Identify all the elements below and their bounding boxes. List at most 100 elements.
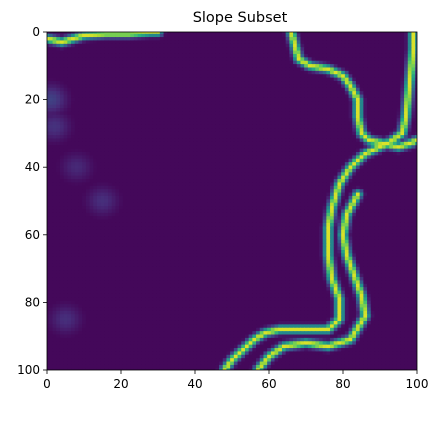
heatmap-cell [415, 145, 417, 150]
heatmap-cell [330, 84, 335, 89]
heatmap-cell [63, 53, 68, 58]
heatmap-cell [233, 111, 239, 116]
heatmap-cell [267, 50, 272, 55]
heatmap-cell [326, 81, 331, 85]
heatmap-cell [348, 155, 353, 160]
heatmap-cell [381, 67, 387, 72]
heatmap-cell [104, 151, 109, 156]
heatmap-cell [163, 192, 168, 197]
heatmap-cell [152, 172, 157, 177]
heatmap-cell [96, 114, 102, 119]
heatmap-cell [56, 40, 61, 45]
heatmap-cell [67, 114, 72, 119]
heatmap-cell [392, 67, 398, 72]
heatmap-cell [148, 77, 154, 82]
heatmap-cell [63, 124, 68, 129]
heatmap-cell [71, 179, 76, 184]
heatmap-cell [85, 57, 91, 62]
heatmap-cell [133, 158, 139, 163]
heatmap-cell [48, 111, 54, 116]
heatmap-cell [367, 145, 372, 150]
heatmap-cell [289, 141, 294, 146]
heatmap-cell [281, 70, 287, 75]
heatmap-cell [96, 43, 102, 48]
heatmap-cell [108, 172, 113, 177]
heatmap-cell [400, 124, 405, 129]
heatmap-cell [111, 131, 117, 136]
heatmap-cell [311, 94, 316, 99]
heatmap-cell [211, 87, 216, 92]
heatmap-cell [204, 70, 209, 75]
heatmap-cell [385, 94, 390, 99]
heatmap-cell [100, 64, 105, 69]
heatmap-cell [211, 151, 216, 156]
heatmap-cell [267, 155, 272, 160]
heatmap-cell [304, 158, 309, 163]
heatmap-cell [352, 185, 357, 190]
heatmap-cell [71, 81, 76, 85]
heatmap-cell [56, 37, 61, 42]
heatmap-cell [363, 118, 368, 123]
heatmap-cell [404, 189, 409, 194]
heatmap-cell [381, 175, 387, 180]
heatmap-cell [67, 43, 72, 48]
heatmap-cell [274, 77, 279, 82]
heatmap-cell [244, 67, 250, 72]
heatmap-cell [200, 185, 205, 190]
heatmap-cell [411, 60, 416, 65]
heatmap-cell [378, 104, 383, 109]
heatmap-cell [219, 111, 224, 116]
heatmap-cell [126, 101, 131, 106]
heatmap-cell [71, 91, 76, 96]
heatmap-cell [407, 114, 413, 119]
heatmap-cell [300, 124, 305, 129]
heatmap-cell [174, 70, 179, 75]
heatmap-cell [230, 182, 235, 187]
heatmap-cell [119, 43, 124, 48]
heatmap-cell [74, 179, 80, 184]
heatmap-cell [344, 57, 350, 62]
heatmap-cell [344, 94, 350, 99]
heatmap-cell [185, 151, 191, 156]
heatmap-cell [296, 43, 302, 48]
heatmap-cell [145, 101, 150, 106]
heatmap-cell [193, 128, 198, 133]
heatmap-cell [52, 168, 57, 173]
heatmap-cell [274, 91, 279, 96]
heatmap-cell [300, 87, 305, 92]
heatmap-cell [359, 37, 364, 42]
heatmap-cell [47, 145, 50, 150]
heatmap-cell [156, 138, 161, 143]
heatmap-cell [367, 189, 372, 194]
heatmap-cell [167, 101, 172, 106]
heatmap-cell [63, 145, 68, 150]
heatmap-cell [404, 162, 409, 167]
heatmap-cell [411, 114, 416, 119]
heatmap-cell [167, 172, 172, 177]
heatmap-cell [296, 64, 302, 69]
heatmap-cell [259, 101, 265, 106]
heatmap-cell [322, 135, 327, 140]
heatmap-cell [219, 81, 224, 85]
heatmap-cell [392, 87, 398, 92]
heatmap-cell [374, 64, 379, 69]
heatmap-cell [326, 185, 331, 190]
heatmap-cell [122, 53, 128, 58]
heatmap-cell [89, 81, 94, 85]
heatmap-cell [293, 148, 298, 153]
heatmap-cell [170, 60, 176, 65]
heatmap-cell [156, 155, 161, 160]
heatmap-cell [244, 33, 250, 38]
heatmap-cell [392, 53, 398, 58]
heatmap-cell [74, 128, 80, 133]
heatmap-cell [256, 104, 261, 109]
heatmap-cell [178, 53, 183, 58]
heatmap-cell [300, 148, 305, 153]
heatmap-cell [159, 165, 165, 170]
heatmap-cell [63, 135, 68, 140]
heatmap-cell [407, 145, 413, 150]
heatmap-cell [389, 101, 394, 106]
heatmap-cell [389, 135, 394, 140]
heatmap-cell [392, 108, 398, 113]
heatmap-cell [89, 185, 94, 190]
